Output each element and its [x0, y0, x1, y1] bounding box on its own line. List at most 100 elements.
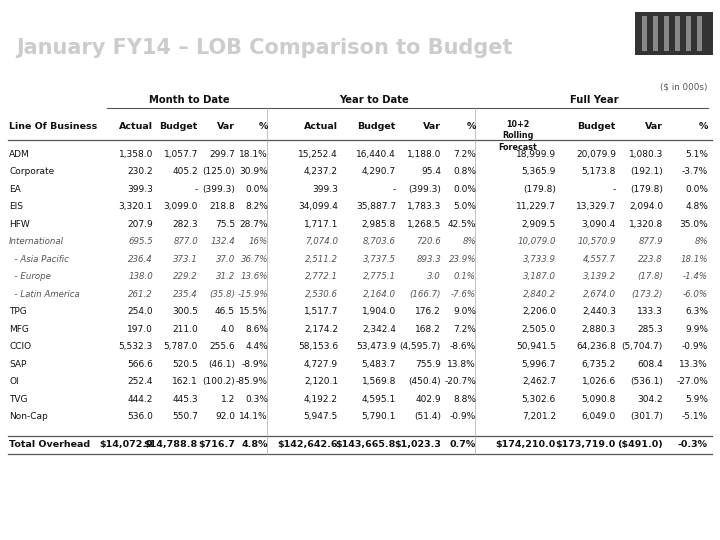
- Text: Corporate: Corporate: [9, 167, 54, 176]
- Text: 1,904.0: 1,904.0: [361, 307, 396, 316]
- Text: 405.2: 405.2: [172, 167, 198, 176]
- Text: -7.6%: -7.6%: [451, 290, 476, 299]
- Text: 445.3: 445.3: [172, 395, 198, 404]
- Text: 299.7: 299.7: [210, 150, 235, 159]
- Text: SAP: SAP: [9, 360, 27, 369]
- Text: 8.6%: 8.6%: [245, 325, 268, 334]
- Text: 444.2: 444.2: [127, 395, 153, 404]
- Text: 4,557.7: 4,557.7: [583, 255, 616, 264]
- Text: 5,365.9: 5,365.9: [521, 167, 556, 176]
- Text: (51.4): (51.4): [414, 413, 441, 421]
- Text: -85.9%: -85.9%: [236, 377, 268, 386]
- Text: (46.1): (46.1): [208, 360, 235, 369]
- Text: (125.0): (125.0): [202, 167, 235, 176]
- Text: 138.0: 138.0: [128, 272, 153, 281]
- Text: 0.7%: 0.7%: [450, 440, 476, 449]
- Text: 10+2
Rolling
Forecast: 10+2 Rolling Forecast: [499, 120, 537, 152]
- Text: %: %: [698, 122, 708, 131]
- Text: 8%: 8%: [694, 237, 708, 246]
- Text: 64,236.8: 64,236.8: [576, 342, 616, 352]
- Text: 3,099.0: 3,099.0: [163, 202, 198, 211]
- Text: 373.1: 373.1: [174, 255, 198, 264]
- Text: 235.4: 235.4: [174, 290, 198, 299]
- Text: 893.3: 893.3: [416, 255, 441, 264]
- Text: IT Finance: IT Finance: [330, 517, 390, 528]
- Text: 37.0: 37.0: [216, 255, 235, 264]
- Text: 5,090.8: 5,090.8: [582, 395, 616, 404]
- Text: %: %: [467, 122, 476, 131]
- Text: 95.4: 95.4: [421, 167, 441, 176]
- Text: 1,320.8: 1,320.8: [629, 220, 663, 229]
- Text: 8.8%: 8.8%: [453, 395, 476, 404]
- Text: (192.1): (192.1): [630, 167, 663, 176]
- Text: 0.8%: 0.8%: [453, 167, 476, 176]
- Text: 1,717.1: 1,717.1: [304, 220, 338, 229]
- Text: - Europe: - Europe: [9, 272, 51, 281]
- Text: - Latin America: - Latin America: [9, 290, 80, 299]
- Text: -: -: [194, 185, 198, 194]
- Text: -8.9%: -8.9%: [242, 360, 268, 369]
- Text: 520.5: 520.5: [172, 360, 198, 369]
- Text: Non-Cap: Non-Cap: [9, 413, 48, 421]
- Text: 2,206.0: 2,206.0: [522, 307, 556, 316]
- Text: (35.8): (35.8): [209, 290, 235, 299]
- Text: 3,737.5: 3,737.5: [363, 255, 396, 264]
- Text: 402.9: 402.9: [415, 395, 441, 404]
- Text: 15,252.4: 15,252.4: [298, 150, 338, 159]
- Text: 8.2%: 8.2%: [245, 202, 268, 211]
- Text: 399.3: 399.3: [127, 185, 153, 194]
- Text: 0.3%: 0.3%: [245, 395, 268, 404]
- Text: 7.2%: 7.2%: [453, 150, 476, 159]
- Bar: [664, 16, 670, 51]
- Text: 4,727.9: 4,727.9: [304, 360, 338, 369]
- Text: - Asia Pacific: - Asia Pacific: [9, 255, 69, 264]
- Text: 755.9: 755.9: [415, 360, 441, 369]
- Text: 2,511.2: 2,511.2: [305, 255, 338, 264]
- Text: Var: Var: [423, 122, 441, 131]
- Text: 304.2: 304.2: [637, 395, 663, 404]
- Text: 132.4: 132.4: [210, 237, 235, 246]
- Bar: [653, 16, 658, 51]
- Text: 168.2: 168.2: [415, 325, 441, 334]
- Text: 35,887.7: 35,887.7: [356, 202, 396, 211]
- Text: 7,074.0: 7,074.0: [305, 237, 338, 246]
- Text: 211.0: 211.0: [172, 325, 198, 334]
- Text: 282.3: 282.3: [172, 220, 198, 229]
- Text: -1.4%: -1.4%: [683, 272, 708, 281]
- Text: (173.2): (173.2): [631, 290, 663, 299]
- Text: 4.8%: 4.8%: [685, 202, 708, 211]
- Text: Total Overhead: Total Overhead: [9, 440, 90, 449]
- Text: $14,788.8: $14,788.8: [144, 440, 198, 449]
- Text: $173,719.0: $173,719.0: [556, 440, 616, 449]
- Text: 7.2%: 7.2%: [453, 325, 476, 334]
- Text: -0.9%: -0.9%: [450, 413, 476, 421]
- Text: $14,072.9: $14,072.9: [99, 440, 153, 449]
- Bar: [635, 12, 713, 55]
- Text: 261.2: 261.2: [128, 290, 153, 299]
- Text: 2,164.0: 2,164.0: [363, 290, 396, 299]
- Text: Year to Date: Year to Date: [339, 95, 409, 105]
- Text: 252.4: 252.4: [127, 377, 153, 386]
- Text: OI: OI: [9, 377, 19, 386]
- Text: -5.1%: -5.1%: [682, 413, 708, 421]
- Text: 207.9: 207.9: [127, 220, 153, 229]
- Text: 75.5: 75.5: [215, 220, 235, 229]
- Text: 2,174.2: 2,174.2: [304, 325, 338, 334]
- Text: 133.3: 133.3: [637, 307, 663, 316]
- Text: 28.7%: 28.7%: [239, 220, 268, 229]
- Text: EA: EA: [9, 185, 21, 194]
- Text: ADM: ADM: [9, 150, 30, 159]
- Text: (5,704.7): (5,704.7): [622, 342, 663, 352]
- Text: 2,880.3: 2,880.3: [582, 325, 616, 334]
- Text: 536.0: 536.0: [127, 413, 153, 421]
- Text: 695.5: 695.5: [128, 237, 153, 246]
- Text: Actual: Actual: [119, 122, 153, 131]
- Text: 2,094.0: 2,094.0: [629, 202, 663, 211]
- Text: (450.4): (450.4): [408, 377, 441, 386]
- Text: 3,090.4: 3,090.4: [582, 220, 616, 229]
- Text: 58,153.6: 58,153.6: [298, 342, 338, 352]
- Text: 223.8: 223.8: [638, 255, 663, 264]
- Text: 5,173.8: 5,173.8: [582, 167, 616, 176]
- Text: 877.9: 877.9: [638, 237, 663, 246]
- Text: 2,840.2: 2,840.2: [523, 290, 556, 299]
